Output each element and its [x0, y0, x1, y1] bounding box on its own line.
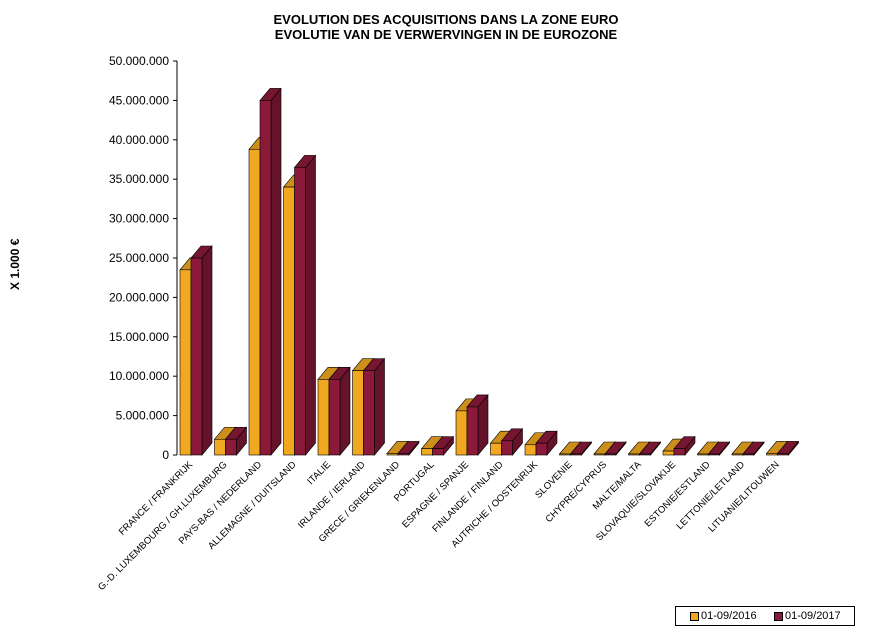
bar — [386, 453, 399, 456]
bar — [259, 100, 272, 456]
bar — [524, 444, 537, 456]
bar — [501, 440, 513, 456]
y-tick-label: 50.000.000 — [109, 54, 169, 68]
y-tick-label: 40.000.000 — [109, 133, 169, 147]
legend-swatch-2016 — [690, 611, 699, 621]
bar — [766, 453, 778, 456]
legend-label-2017: 01-09/2017 — [785, 610, 841, 622]
y-tick-label: 45.000.000 — [109, 93, 169, 107]
bar — [397, 453, 410, 456]
legend-swatch-2017 — [774, 611, 783, 621]
chart-title-line-1: EVOLUTION DES ACQUISITIONS DANS LA ZONE … — [273, 12, 619, 27]
bar — [248, 148, 261, 456]
x-tick-label: G.-D. LUXEMBOURG / GH.LUXEMBURG — [96, 459, 230, 593]
y-tick-label: 25.000.000 — [109, 251, 169, 265]
bar — [673, 448, 686, 456]
y-tick-label: 15.000.000 — [109, 330, 169, 344]
bar-side — [305, 154, 316, 456]
bar — [363, 370, 375, 456]
bar — [570, 453, 582, 456]
bar — [455, 410, 468, 456]
bar — [179, 269, 192, 456]
bar — [662, 450, 675, 456]
bar — [214, 438, 226, 456]
bar — [559, 453, 571, 456]
x-tick-label: CHYPRE/CYPRUS — [543, 459, 609, 525]
bar — [628, 453, 640, 456]
bar — [777, 453, 789, 456]
y-tick-label: 5.000.000 — [116, 409, 170, 423]
y-tick-label: 35.000.000 — [109, 172, 169, 186]
bar — [697, 453, 709, 456]
legend-item-2017: 01-09/2017 — [774, 610, 841, 623]
bar — [317, 379, 330, 456]
bar — [639, 453, 651, 456]
y-tick-label: 30.000.000 — [109, 212, 169, 226]
bar — [190, 257, 203, 456]
bar-side — [339, 366, 351, 456]
bar-side — [201, 245, 213, 456]
y-tick-label: 10.000.000 — [109, 369, 169, 383]
bar — [352, 370, 364, 456]
y-tick-label: 20.000.000 — [109, 290, 169, 304]
chart-title-line-2: EVOLUTIE VAN DE VERWERVINGEN IN DE EUROZ… — [274, 27, 618, 42]
legend-item-2016: 01-09/2016 — [690, 610, 757, 623]
bar — [535, 442, 548, 456]
x-tick-label: LITUANIE/LITOUWEN — [706, 459, 781, 534]
bar — [328, 379, 341, 456]
bar — [490, 442, 502, 456]
x-tick-label: ESTONIE/ESTLAND — [643, 459, 713, 529]
bar — [731, 453, 744, 456]
bar — [708, 453, 720, 456]
bar — [432, 448, 444, 456]
y-tick-label: 0 — [162, 448, 169, 462]
bar-side — [374, 357, 385, 456]
x-tick-label: ITALIE — [305, 459, 333, 487]
bar — [742, 453, 755, 456]
bar — [604, 453, 617, 456]
bar-side — [270, 87, 282, 456]
bar — [466, 406, 479, 456]
x-tick-label: IRLANDE / IERLAND — [296, 459, 368, 531]
legend-label-2016: 01-09/2016 — [701, 610, 757, 622]
bar — [225, 438, 237, 456]
bar — [283, 186, 295, 456]
x-tick-label: ESPAGNE / SPANJE — [400, 459, 471, 530]
bar — [421, 448, 433, 456]
bar — [593, 453, 606, 456]
bar — [294, 167, 306, 456]
legend: 01-09/2016 01-09/2017 — [675, 606, 855, 626]
